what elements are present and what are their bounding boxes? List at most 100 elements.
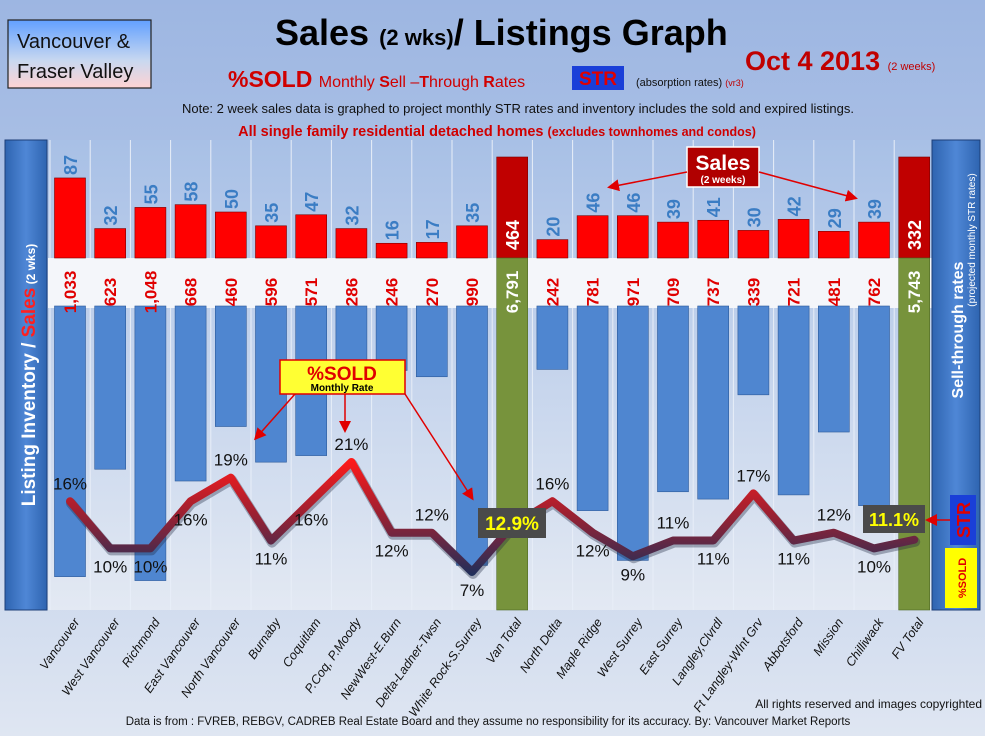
- subtitle-w4: hrough: [429, 74, 483, 91]
- str-value-label: 10%: [857, 557, 891, 576]
- str-value-label: 11%: [777, 550, 810, 569]
- sales-bar: [737, 230, 770, 259]
- str-badge: STR: [579, 69, 617, 90]
- listing-value-label: 781: [584, 278, 603, 306]
- left-axis-2wks: (2 wks): [24, 244, 38, 288]
- listing-value-label: 1,033: [61, 271, 80, 314]
- listing-value-label: 339: [744, 278, 763, 306]
- arrow-to-north-van: [254, 393, 296, 441]
- sales-bar: [94, 228, 126, 259]
- listing-bar: [777, 305, 810, 496]
- arrow-to-maple-ridge: [607, 171, 688, 192]
- sales-value-label: 42: [785, 196, 805, 216]
- sales-value-label: 35: [463, 203, 483, 223]
- sales-bar: [898, 156, 931, 259]
- str-value-label: 12%: [576, 542, 610, 561]
- sales-value-label: 32: [342, 206, 362, 226]
- str-line: [66, 457, 921, 579]
- date-text: Oct 4 2013: [745, 46, 880, 76]
- left-axis-label: Listing Inventory / Sales (2 wks): [19, 244, 40, 507]
- listing-bar: [737, 305, 770, 396]
- fv-total-rate-box: [863, 505, 925, 533]
- region-box: [7, 19, 152, 89]
- subtitle: %SOLD Monthly Sell –Through Rates: [228, 66, 525, 92]
- sold-annotation-sub: Monthly Rate: [311, 383, 374, 394]
- listing-bar: [858, 305, 890, 506]
- scope-main: All single family residential detached h…: [238, 124, 543, 140]
- str-value-label: 12%: [375, 542, 409, 561]
- sales-value-label: 29: [825, 208, 845, 228]
- str-value-label: 12%: [817, 506, 851, 525]
- fv-total-rate: 11.1%: [869, 510, 919, 530]
- listing-bar: [817, 305, 850, 433]
- region-line2: Fraser Valley: [17, 61, 133, 83]
- listing-value-label: 709: [664, 278, 683, 306]
- sales-bar: [54, 177, 86, 259]
- sales-value-label: 46: [624, 193, 644, 213]
- sales-bar: [295, 214, 328, 259]
- scope-text: All single family residential detached h…: [238, 124, 756, 140]
- sales-bar: [375, 242, 408, 259]
- str-value-label: 10%: [133, 557, 167, 576]
- right-axis-sublabel: (projected monthly STR rates): [967, 173, 978, 306]
- sales-value-label: 58: [182, 182, 202, 202]
- str-value-label: 9%: [621, 565, 646, 584]
- right-axis-label: Sell-through rates: [950, 261, 967, 398]
- right-sold-badge: %SOLD: [957, 558, 969, 598]
- right-sold-badge-bg: [945, 548, 977, 608]
- subtitle-w5: R: [483, 74, 495, 91]
- sales-bar: [576, 215, 609, 259]
- listing-value-label: 270: [423, 278, 442, 306]
- sales-value-label: 32: [101, 206, 121, 226]
- sales-value-label: 39: [865, 199, 885, 219]
- sales-bar: [174, 204, 207, 259]
- listing-bar: [697, 305, 730, 500]
- sales-bar: [657, 221, 689, 259]
- note-text: Note: 2 week sales data is graphed to pr…: [182, 101, 854, 116]
- listing-value-label: 571: [302, 278, 321, 306]
- sales-value-label: 47: [302, 192, 322, 212]
- str-value-label: 17%: [736, 466, 770, 485]
- sales-bar: [134, 207, 167, 259]
- sales-value-label: 41: [704, 197, 724, 217]
- sold-annotation-title: %SOLD: [307, 364, 377, 385]
- subtitle-w0: Monthly: [319, 74, 379, 91]
- listing-bar: [174, 305, 207, 482]
- title-2wks: (2 wks): [379, 25, 454, 50]
- str-value-label: 10%: [93, 557, 127, 576]
- sales-bar: [616, 215, 649, 259]
- listing-value-label: 737: [704, 278, 723, 306]
- sales-value-label: 50: [222, 189, 242, 209]
- str-value-label: 11%: [255, 550, 288, 569]
- listing-bar: [536, 305, 569, 370]
- sales-bar: [777, 219, 810, 259]
- str-badge-bg: [572, 66, 624, 90]
- data-labels: 87 1,033 32 623 55 1,048 58 668 50 460 35 596 47 571 3…: [53, 155, 925, 600]
- scope-paren: (excludes townhomes and condos): [548, 125, 756, 139]
- absorption-note: (absorption rates) (vr3): [636, 77, 744, 89]
- sales-value-label: 87: [61, 155, 81, 175]
- listing-value-label: 721: [785, 278, 804, 306]
- arrow-to-chilliwack: [758, 171, 858, 202]
- sales-annotation-sub: (2 weeks): [700, 175, 745, 186]
- listing-value-label: 762: [865, 278, 884, 306]
- absorption-text: (absorption rates): [636, 77, 722, 89]
- str-value-label: 16%: [174, 510, 208, 529]
- listing-value-label: 971: [624, 278, 643, 306]
- listing-value-label: 246: [383, 278, 402, 306]
- sales-value-label: 30: [744, 207, 764, 227]
- subtitle-w3: T: [419, 74, 429, 91]
- listing-bar: [415, 305, 448, 378]
- sold-annotation-box: [279, 359, 406, 395]
- listing-value-label: 1,048: [141, 271, 160, 314]
- source-text: Data is from : FVREB, REBGV, CADREB Real…: [126, 716, 851, 728]
- str-value-label: 12%: [415, 506, 449, 525]
- sales-bar: [496, 156, 529, 259]
- sales-bar: [817, 231, 850, 259]
- report-date: Oct 4 2013 (2 weeks): [745, 46, 935, 76]
- str-value-label: 16%: [535, 474, 569, 493]
- left-axis-sales: Sales: [19, 288, 40, 338]
- str-value-label: 16%: [294, 510, 328, 529]
- subtitle-sold: %SOLD: [228, 66, 312, 92]
